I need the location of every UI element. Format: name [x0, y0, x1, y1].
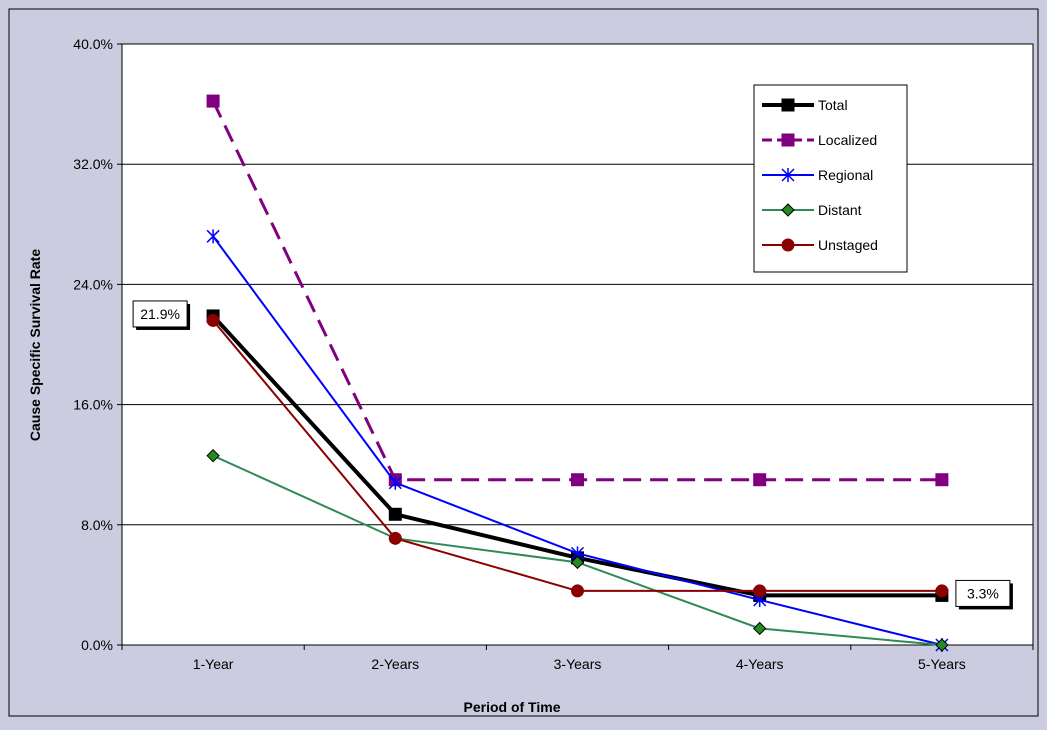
data-label-box	[955, 579, 1011, 607]
marker-square	[571, 473, 584, 487]
marker-diamond	[570, 555, 585, 570]
y-axis-title: Cause Specific Survival Rate	[27, 249, 43, 441]
marker-star	[781, 168, 795, 182]
y-tick-label: 0.0%	[81, 637, 113, 653]
y-tick-label: 24.0%	[73, 276, 113, 292]
legend-label: Total	[818, 97, 848, 113]
marker-star	[388, 475, 402, 490]
marker-circle	[571, 584, 584, 598]
marker-circle	[781, 238, 795, 252]
marker-diamond	[935, 638, 949, 652]
y-tick-label: 32.0%	[73, 156, 113, 172]
legend-label: Regional	[818, 167, 873, 183]
marker-diamond	[781, 203, 795, 217]
x-tick-label: 1-Year	[193, 656, 234, 672]
marker-circle	[935, 584, 949, 598]
marker-square	[781, 98, 795, 112]
marker-circle	[753, 584, 767, 598]
data-label-box	[132, 300, 188, 328]
marker-circle	[388, 531, 402, 545]
y-tick-label: 16.0%	[73, 397, 113, 413]
marker-square	[753, 473, 767, 487]
legend-label: Localized	[818, 132, 877, 148]
legend-label: Distant	[818, 202, 862, 218]
x-tick-label: 5-Years	[918, 656, 966, 672]
marker-square	[206, 94, 220, 108]
marker-circle	[206, 313, 220, 327]
y-tick-label: 40.0%	[73, 36, 113, 52]
x-axis-title: Period of Time	[464, 699, 561, 715]
marker-star	[206, 229, 220, 244]
x-tick-label: 3-Years	[554, 656, 602, 672]
y-tick-label: 8.0%	[81, 517, 113, 533]
marker-diamond	[752, 621, 767, 636]
marker-square	[388, 507, 402, 521]
data-label: 3.3%	[967, 585, 999, 601]
x-tick-label: 2-Years	[371, 656, 419, 672]
legend-box	[753, 84, 908, 273]
marker-square	[935, 473, 949, 487]
marker-square	[781, 133, 795, 147]
marker-diamond	[206, 448, 220, 463]
x-tick-label: 4-Years	[736, 656, 784, 672]
legend-label: Unstaged	[818, 237, 878, 253]
data-label: 21.9%	[140, 306, 180, 322]
